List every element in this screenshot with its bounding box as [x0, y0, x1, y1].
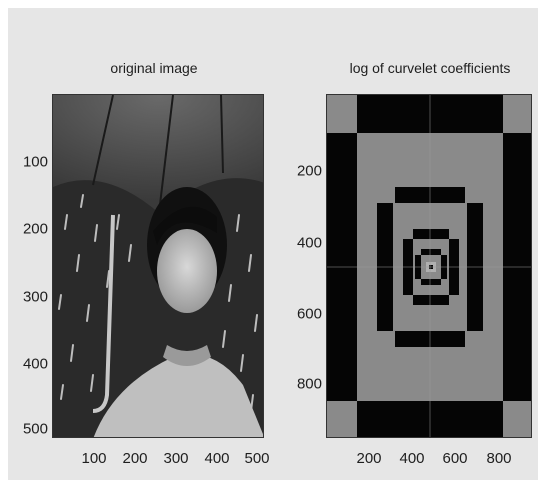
- original-y-tick-400: 400: [22, 355, 48, 373]
- original-x-tick-100: 100: [81, 450, 107, 467]
- original-y-tick-200: 200: [22, 220, 48, 238]
- curvelet-y-tick-600: 600: [296, 305, 322, 323]
- original-x-tick-200: 200: [122, 450, 148, 467]
- original-x-tick-500: 500: [244, 450, 270, 467]
- curvelet-image: [327, 95, 531, 437]
- curvelet-x-tick-400: 400: [399, 450, 425, 467]
- figure-window: original image: [8, 8, 538, 480]
- curvelet-y-tick-800: 800: [296, 375, 322, 393]
- original-x-tick-300: 300: [163, 450, 189, 467]
- original-y-tick-500: 500: [22, 420, 48, 438]
- original-y-tick-100: 100: [22, 153, 48, 171]
- original-x-tick-400: 400: [204, 450, 230, 467]
- original-image: [53, 95, 263, 437]
- curvelet-x-tick-800: 800: [486, 450, 512, 467]
- original-y-tick-300: 300: [22, 288, 48, 306]
- curvelet-y-tick-200: 200: [296, 162, 322, 180]
- curvelet-x-tick-600: 600: [442, 450, 468, 467]
- curvelet-x-tick-200: 200: [356, 450, 382, 467]
- curvelet-title: log of curvelet coefficients: [349, 60, 511, 76]
- curvelet-axes[interactable]: [326, 94, 532, 438]
- original-image-axes[interactable]: [52, 94, 264, 438]
- curvelet-y-tick-400: 400: [296, 234, 322, 252]
- original-image-title: original image: [110, 60, 198, 76]
